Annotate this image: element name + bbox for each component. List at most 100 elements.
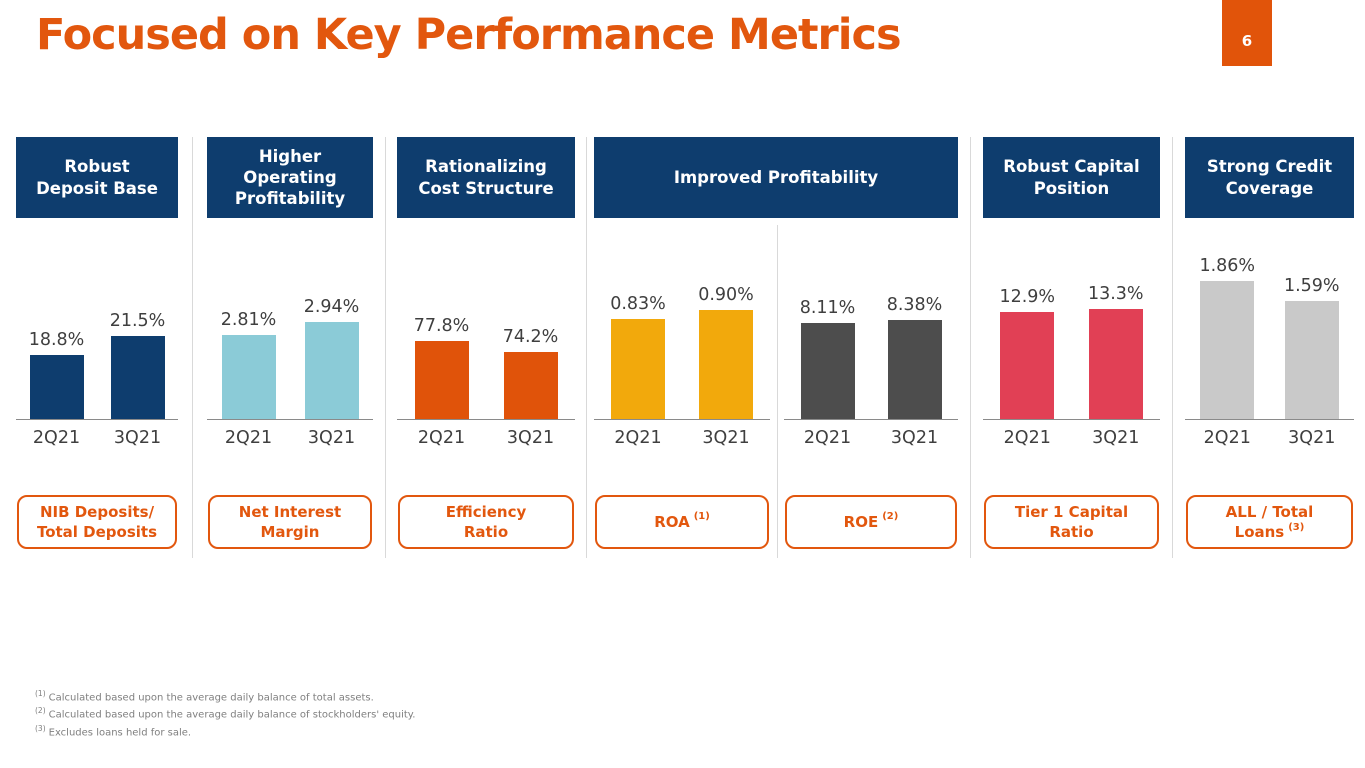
bar-group-3q21: 8.38% [871,240,958,419]
chart-nib-deposits: 18.8% 21.5% [16,240,178,420]
footnote-3: (3) Excludes loans held for sale. [35,723,192,738]
x-axis: 2Q21 3Q21 [983,421,1160,453]
x-tick: 3Q21 [307,428,356,448]
section-robust-capital-position: Robust Capital Position 12.9% 13.3% 2Q21… [983,137,1160,558]
bar-group-2q21: 1.86% [1185,240,1270,419]
x-tick: 3Q21 [890,428,939,448]
metric-pill-all-total-loans: ALL / Total Loans (3) [1186,495,1353,549]
metric-pill-label: Net Interest Margin [238,502,342,542]
subsection-roe: 8.11% 8.38% 2Q21 3Q21 ROE (2) [784,137,958,558]
section-robust-deposit-base: Robust Deposit Base 18.8% 21.5% 2Q21 3Q2… [16,137,178,558]
footnote-ref: (3) [1288,521,1305,533]
bar-3q21 [887,320,942,419]
page-title: Focused on Key Performance Metrics [36,10,902,60]
x-tick: 3Q21 [1092,428,1140,448]
value-label: 8.38% [886,295,943,315]
bar-2q21 [414,341,469,419]
section-improved-profitability: Improved Profitability 0.83% 0.90% 2Q21 … [594,137,958,558]
value-label: 1.59% [1283,276,1340,296]
x-tick: 3Q21 [702,428,750,448]
bar-group-3q21: 13.3% [1072,240,1161,419]
x-tick: 2Q21 [417,428,466,448]
metric-pill-roe: ROE (2) [785,495,957,549]
x-axis: 2Q21 3Q21 [397,421,575,453]
column-divider [777,225,778,558]
bar-2q21 [800,323,855,419]
metric-pill-net-interest-margin: Net Interest Margin [208,495,372,549]
footnotes: (1) Calculated based upon the average dai… [35,687,415,739]
page-number-badge: 6 [1222,0,1272,66]
value-label: 12.9% [999,287,1056,307]
chart-roa: 0.83% 0.90% [594,240,770,420]
section-header: Improved Profitability [594,137,958,218]
footnote-ref: (2) [882,511,899,523]
bar-group-2q21: 2.81% [207,240,290,419]
bar-group-3q21: 21.5% [97,240,178,419]
chart-roe: 8.11% 8.38% [784,240,958,420]
bar-group-2q21: 12.9% [983,240,1072,419]
section-strong-credit-coverage: Strong Credit Coverage 1.86% 1.59% 2Q21 … [1185,137,1354,558]
x-tick: 2Q21 [224,428,273,448]
metric-pill-label: ALL / Total Loans [1225,502,1314,542]
footnote-2: (2) Calculated based upon the average dai… [35,706,416,721]
metric-pill-label: Tier 1 Capital Ratio [1014,502,1129,542]
bar-2q21 [1000,312,1055,419]
value-label: 21.5% [109,311,166,331]
x-axis: 2Q21 3Q21 [784,421,958,453]
bar-3q21 [699,310,753,419]
bar-group-2q21: 77.8% [397,240,486,419]
value-label: 2.81% [220,310,277,330]
footnote-ref: (1) [693,511,710,523]
bar-2q21 [221,335,276,419]
column-divider [970,137,971,558]
column-divider [192,137,193,558]
bar-group-3q21: 0.90% [682,240,770,419]
section-higher-operating-profitability: Higher Operating Profitability 2.81% 2.9… [207,137,373,558]
x-tick: 3Q21 [1288,428,1336,448]
section-rationalizing-cost-structure: Rationalizing Cost Structure 77.8% 74.2%… [397,137,575,558]
chart-efficiency-ratio: 77.8% 74.2% [397,240,575,420]
chart-net-interest-margin: 2.81% 2.94% [207,240,373,420]
value-label: 18.8% [28,330,85,350]
metric-pill-nib-deposits: NIB Deposits/ Total Deposits [17,495,177,549]
bar-2q21 [611,319,665,419]
column-divider [385,137,386,558]
bar-2q21 [29,355,84,419]
section-header: Higher Operating Profitability [207,137,373,218]
column-divider [1172,137,1173,558]
x-axis: 2Q21 3Q21 [1185,421,1354,453]
x-axis: 2Q21 3Q21 [207,421,373,453]
metric-pill-efficiency-ratio: Efficiency Ratio [398,495,574,549]
metric-pill-label: Efficiency Ratio [445,502,527,542]
value-label: 1.86% [1199,256,1256,276]
bar-group-2q21: 8.11% [784,240,871,419]
x-tick: 2Q21 [1003,428,1051,448]
x-axis: 2Q21 3Q21 [594,421,770,453]
column-divider [586,137,587,558]
bar-3q21 [503,352,558,419]
metric-pill-label: NIB Deposits/ Total Deposits [36,502,158,542]
x-tick: 3Q21 [506,428,555,448]
value-label: 0.83% [610,294,666,314]
section-header: Robust Capital Position [983,137,1160,218]
metric-pill-label: ROA [654,512,690,531]
bar-group-3q21: 1.59% [1270,240,1355,419]
metric-pill-roa: ROA (1) [595,495,769,549]
bar-3q21 [304,322,359,419]
x-axis: 2Q21 3Q21 [16,421,178,453]
bar-group-2q21: 18.8% [16,240,97,419]
bar-group-3q21: 74.2% [486,240,575,419]
bar-2q21 [1200,281,1255,419]
value-label: 2.94% [303,297,360,317]
x-tick: 3Q21 [113,428,162,448]
value-label: 13.3% [1087,284,1144,304]
subsection-roa: 0.83% 0.90% 2Q21 3Q21 ROA (1) [594,137,770,558]
footnote-1: (1) Calculated based upon the average dai… [35,689,374,704]
metric-pill-tier1-capital: Tier 1 Capital Ratio [984,495,1159,549]
x-tick: 2Q21 [32,428,81,448]
x-tick: 2Q21 [803,428,852,448]
metric-pill-label: ROE [843,512,879,531]
x-tick: 2Q21 [1203,428,1251,448]
bar-group-2q21: 0.83% [594,240,682,419]
chart-tier1-capital-ratio: 12.9% 13.3% [983,240,1160,420]
